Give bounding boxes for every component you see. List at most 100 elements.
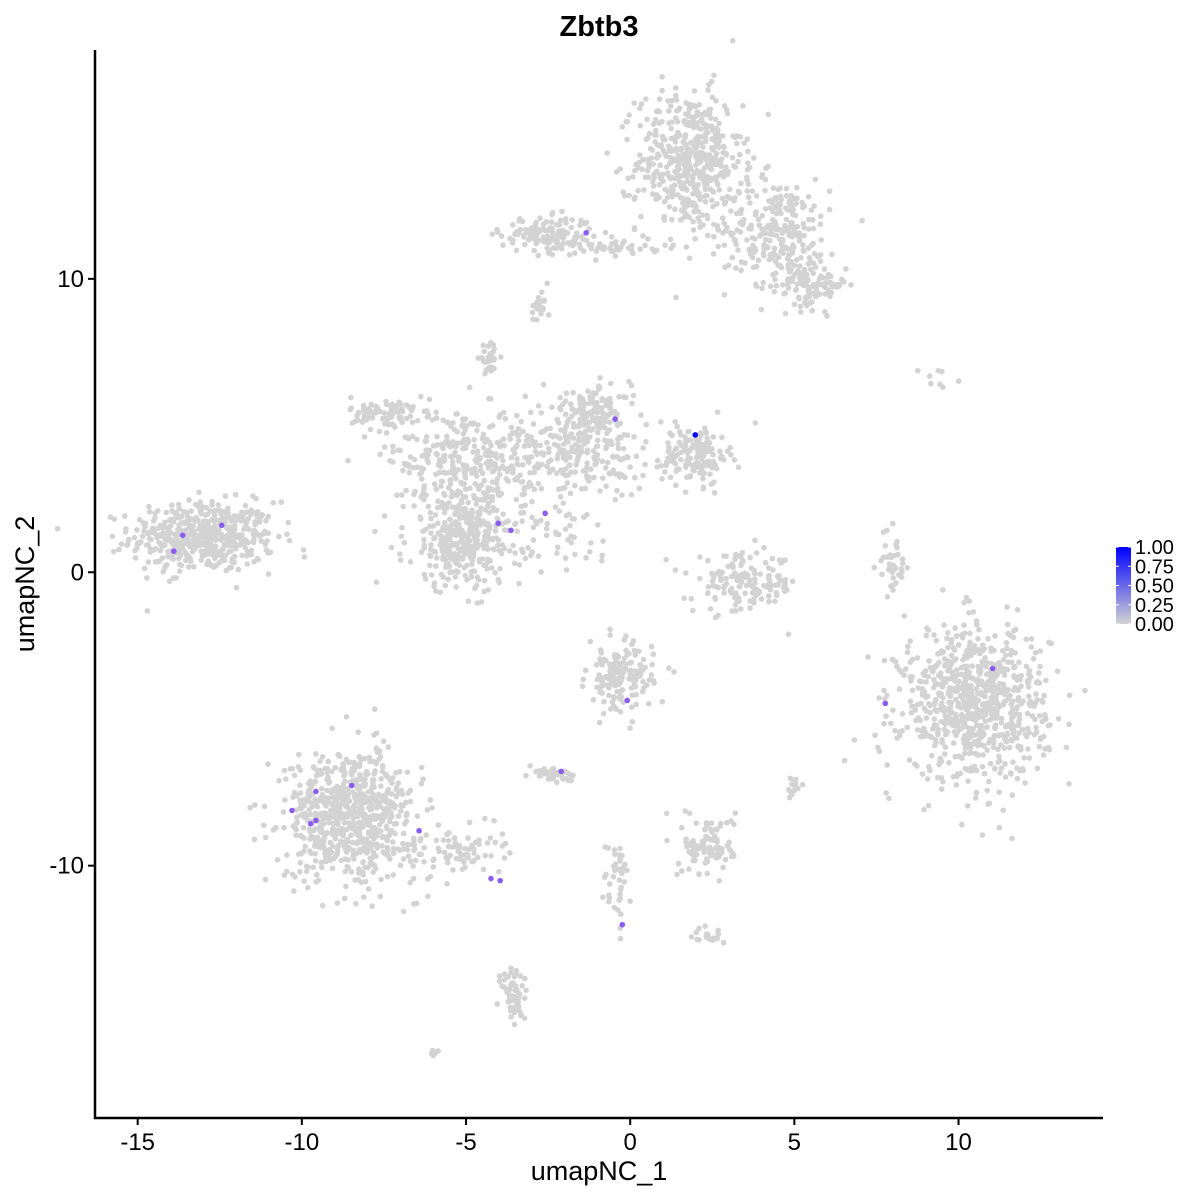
cell-point: [500, 242, 506, 248]
cell-point: [451, 440, 457, 446]
cell-point: [588, 245, 595, 252]
cell-point: [417, 516, 424, 522]
cell-point: [477, 496, 484, 503]
cell-point: [762, 236, 769, 243]
cell-point: [361, 783, 368, 789]
cell-point: [752, 570, 758, 577]
cell-point: [676, 161, 682, 168]
cell-point: [473, 501, 480, 507]
cell-point: [615, 441, 621, 448]
cell-point: [707, 826, 714, 833]
cell-point: [1004, 604, 1010, 610]
cell-point: [801, 232, 807, 239]
cell-point: [923, 715, 930, 721]
cell-point: [684, 187, 690, 193]
cell-point: [627, 671, 634, 677]
cell-point: [560, 470, 566, 477]
cell-point: [185, 564, 192, 570]
cell-point: [793, 257, 800, 263]
cell-point: [365, 819, 371, 826]
cell-point: [629, 718, 636, 725]
cell-point: [727, 195, 733, 202]
cell-point: [650, 161, 656, 167]
cell-point: [722, 856, 729, 863]
cell-point: [667, 430, 673, 437]
cell-point: [565, 537, 571, 543]
cell-point: [939, 737, 945, 743]
cell-point: [519, 983, 525, 989]
cell-point: [1036, 670, 1042, 676]
cell-point: [881, 720, 887, 727]
cell-point: [418, 549, 425, 555]
cell-point: [485, 488, 492, 494]
cell-point: [587, 419, 593, 425]
cell-point: [984, 787, 990, 794]
cell-point: [387, 458, 393, 464]
cell-point: [711, 72, 717, 79]
cell-point: [369, 415, 376, 421]
cell-point: [212, 507, 218, 514]
cell-point: [242, 544, 248, 551]
cell-point: [499, 452, 505, 459]
cell-point: [690, 442, 696, 448]
cell-point: [711, 221, 717, 228]
cell-point: [753, 550, 760, 556]
cell-point: [538, 311, 544, 317]
cell-point: [803, 294, 809, 301]
cell-point: [150, 518, 157, 524]
cell-point: [265, 513, 272, 520]
cell-point: [465, 499, 472, 506]
cell-point: [686, 154, 692, 161]
cell-point: [494, 455, 501, 461]
cell-point: [796, 238, 803, 244]
cell-point: [343, 714, 350, 720]
cell-point: [979, 763, 986, 770]
cell-point: [571, 435, 577, 442]
cell-point: [532, 443, 538, 450]
cell-point: [783, 193, 790, 199]
cell-point: [973, 789, 980, 796]
cell-point: [975, 636, 981, 642]
cell-point: [733, 210, 740, 217]
cell-point: [489, 468, 496, 475]
cell-point: [695, 215, 701, 221]
cell-point: [213, 534, 219, 540]
cell-point: [951, 729, 958, 735]
cell-point: [292, 874, 298, 880]
cell-point: [781, 225, 788, 232]
cell-point: [488, 853, 494, 859]
cell-point: [1010, 759, 1016, 765]
cell-point: [458, 533, 465, 540]
cell-point: [562, 411, 569, 418]
cell-point: [480, 342, 487, 349]
cell-point: [732, 551, 739, 558]
cell-point: [627, 898, 633, 904]
cell-point: [721, 590, 727, 596]
cell-point: [467, 485, 473, 492]
cell-point: [123, 526, 129, 532]
cell-point: [563, 390, 570, 397]
cell-point: [951, 657, 958, 663]
cell-point: [782, 310, 789, 317]
cell-point: [921, 705, 928, 712]
cell-point: [515, 426, 522, 432]
cell-point: [401, 539, 408, 546]
cell-point: [599, 690, 605, 696]
cell-point: [960, 657, 966, 663]
cell-point: [824, 313, 830, 319]
cell-point: [1007, 692, 1013, 699]
cell-point: [725, 262, 732, 269]
cell-point: [574, 456, 581, 463]
cell-point: [721, 103, 728, 109]
cell-point: [425, 412, 432, 419]
cell-point: [231, 534, 237, 540]
cell-point: [772, 598, 778, 605]
cell-point: [419, 453, 426, 459]
cell-point: [508, 424, 515, 431]
cell-point: [287, 765, 294, 772]
cell-point: [440, 553, 446, 560]
cell-point: [564, 239, 571, 246]
cell-point: [176, 513, 182, 519]
cell-point: [1011, 664, 1017, 671]
cell-point: [555, 451, 561, 458]
